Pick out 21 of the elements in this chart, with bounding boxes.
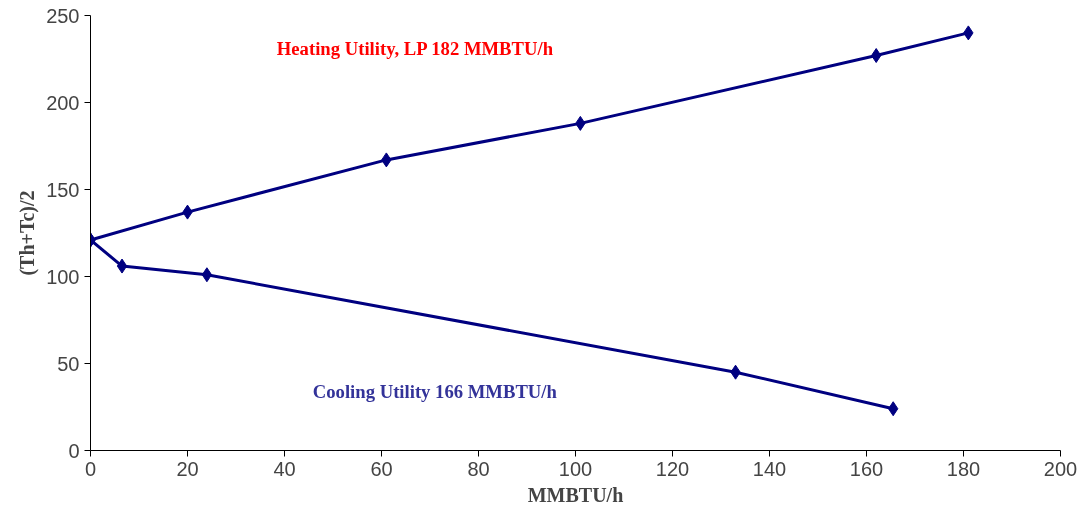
x-tick-label: 80: [467, 457, 490, 480]
x-tick-label: 180: [946, 457, 981, 480]
annotation: Cooling Utility 166 MMBTU/h: [312, 381, 558, 403]
y-tick-label: 50: [57, 352, 80, 375]
annotation: Heating Utility, LP 182 MMBTU/h: [276, 37, 554, 59]
x-axis-title: MMBTU/h: [527, 483, 624, 506]
y-tick-label: 0: [68, 439, 80, 462]
y-tick-label: 150: [46, 178, 80, 201]
y-tick-label: 250: [46, 4, 80, 27]
x-tick-label: 40: [273, 457, 296, 480]
x-tick-label: 160: [849, 457, 884, 480]
y-axis-title: (Th+Tc)/2: [16, 190, 40, 276]
x-tick-label: 0: [84, 457, 97, 480]
y-tick-label: 100: [46, 265, 80, 288]
x-tick-label: 100: [558, 457, 593, 480]
x-tick-label: 140: [752, 457, 787, 480]
x-tick-label: 60: [370, 457, 393, 480]
x-tick-label: 120: [655, 457, 690, 480]
x-tick-label: 200: [1043, 457, 1078, 480]
y-tick-label: 200: [46, 91, 80, 114]
x-tick-label: 20: [176, 457, 199, 480]
